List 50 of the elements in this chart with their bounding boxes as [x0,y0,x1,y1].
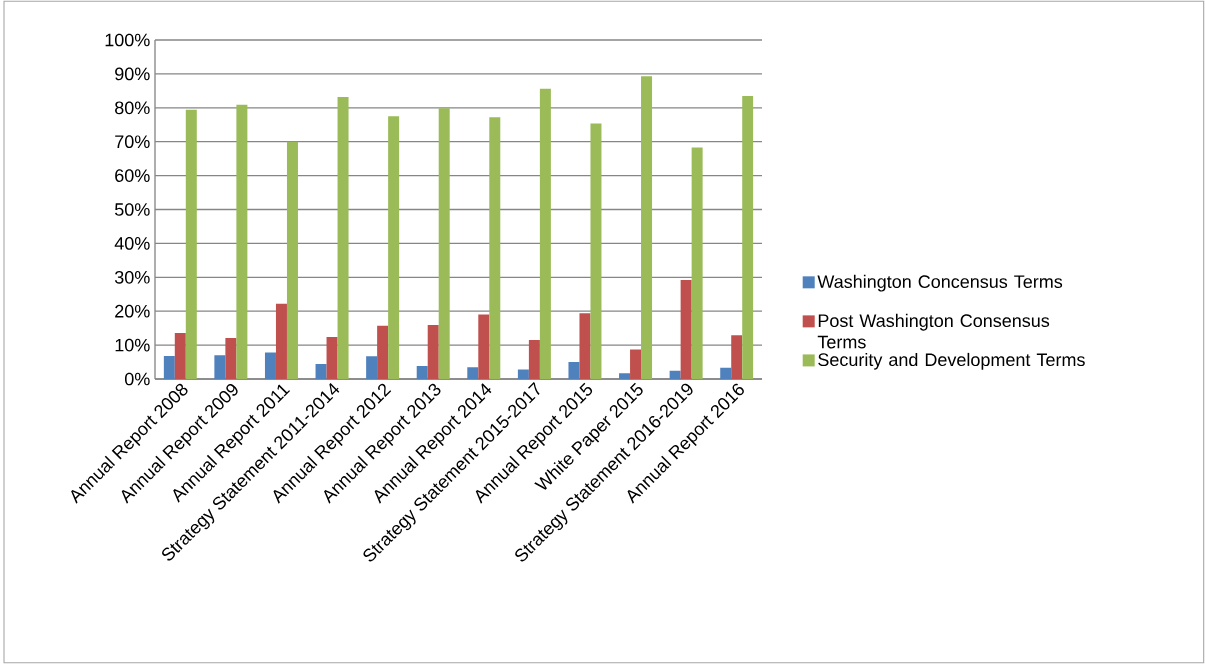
bar [275,303,287,379]
y-tick-label: 40% [114,237,150,250]
bar [489,117,501,379]
bar [264,352,276,379]
bar [174,332,186,379]
y-tick-label: 60% [115,169,150,182]
legend-label: Post Washington Consensus Terms [817,313,1050,349]
bar [579,313,591,379]
bar [427,325,439,379]
bar [185,109,197,379]
bar [377,325,389,379]
y-tick-label: 30% [114,270,150,284]
bar [680,280,692,379]
bar [539,88,551,379]
bar [225,337,237,379]
bar [416,366,428,379]
bar [467,367,479,379]
bar [742,95,754,379]
bar [641,76,653,379]
y-tick-label: 90% [115,67,150,81]
legend-label: Security and Development Terms [818,352,1085,370]
bar [630,349,642,379]
bar [286,141,298,379]
bar [528,340,540,379]
bar [214,355,226,379]
bar [326,336,338,379]
bar [568,362,580,379]
bar [366,356,378,379]
y-tick-label: 50% [114,203,150,216]
bar [619,373,631,379]
bar [337,96,349,379]
y-tick-label: 100% [105,33,150,47]
y-tick-label: 0% [124,372,150,386]
bar [720,367,732,379]
bar [691,147,703,379]
bar [590,123,602,379]
bar [388,116,400,379]
y-tick-label: 10% [115,338,150,352]
bar [315,364,327,379]
y-tick-label: 80% [115,101,150,115]
bar [163,355,175,379]
legend-label: Washington Concensus Terms [817,274,1063,292]
bar [731,335,743,379]
bar [478,314,490,379]
bar [438,108,450,379]
y-tick-label: 20% [115,304,150,318]
bar [236,104,248,379]
y-tick-label: 70% [115,135,150,149]
bar [517,369,529,379]
bar [669,370,681,379]
